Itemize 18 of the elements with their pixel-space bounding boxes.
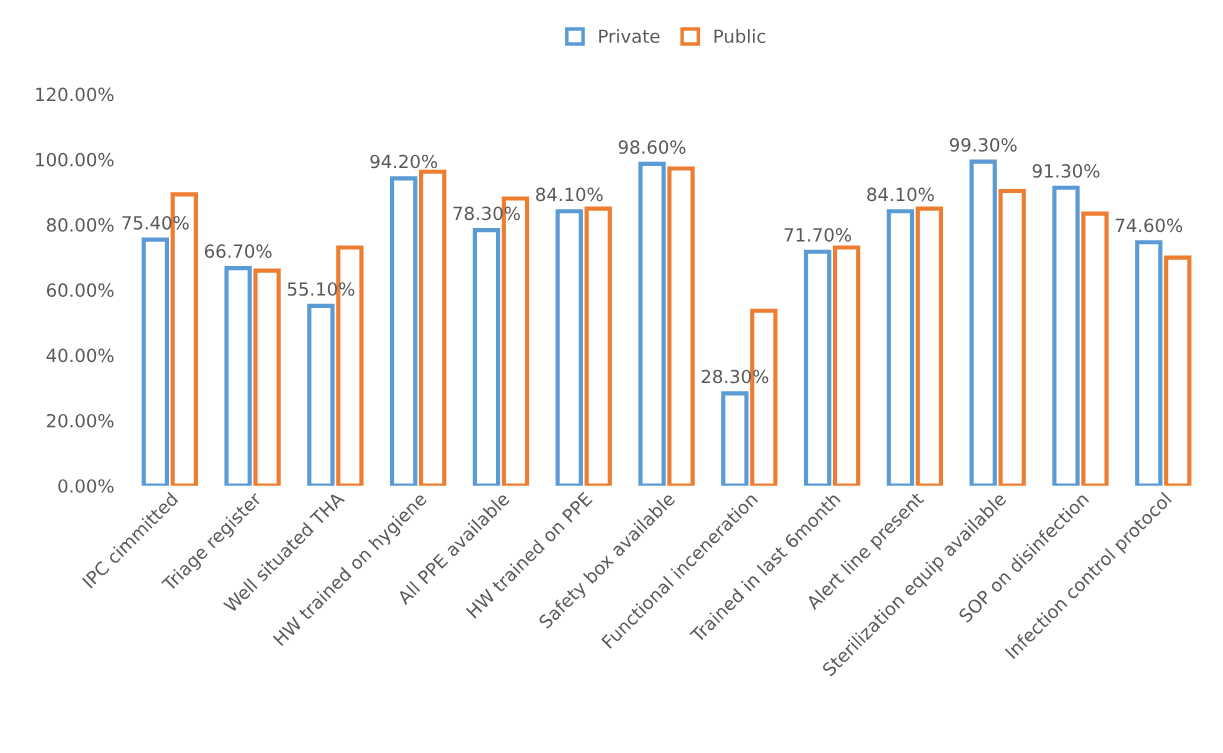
y-tick-label: 60.00%: [46, 283, 114, 298]
data-label: 91.30%: [1032, 164, 1100, 178]
y-tick-label: 20.00%: [47, 413, 114, 428]
data-label: 84.10%: [867, 187, 934, 202]
data-label: 94.20%: [370, 154, 438, 169]
y-tick-label: 0.00%: [58, 479, 114, 493]
y-tick-label: 120.00%: [36, 87, 114, 102]
data-label: 74.60%: [1115, 218, 1183, 233]
data-label: 98.60%: [618, 140, 686, 154]
legend-label: Public: [714, 29, 766, 44]
legend-label: Private: [599, 29, 660, 44]
data-label: 84.10%: [536, 187, 603, 202]
data-label: 99.30%: [949, 137, 1017, 152]
data-label: 66.70%: [204, 244, 272, 259]
y-tick-label: 100.00%: [36, 152, 114, 167]
y-tick-label: 40.00%: [46, 348, 114, 363]
y-tick-label: 80.00%: [46, 218, 114, 232]
data-label: 71.70%: [784, 228, 852, 242]
